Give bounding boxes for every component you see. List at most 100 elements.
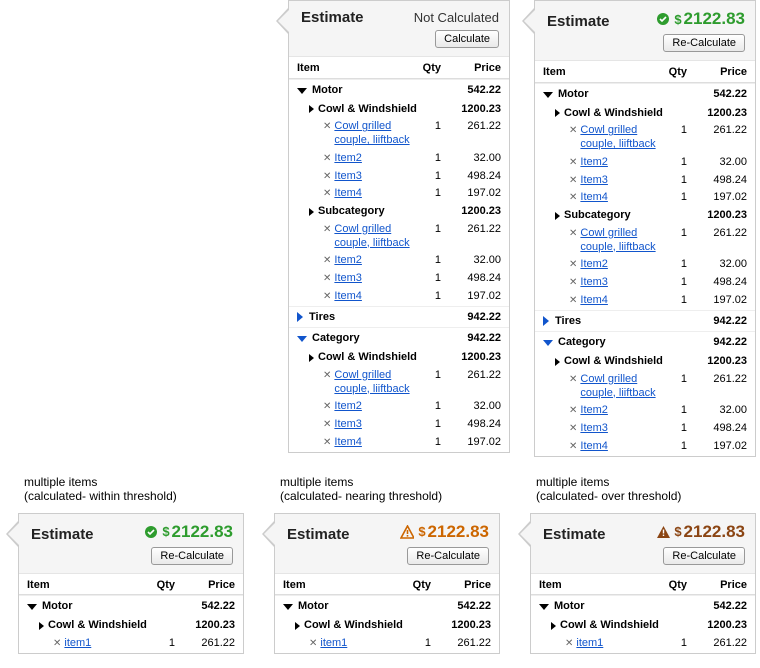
remove-item-icon[interactable]: ✕ [565, 637, 573, 650]
recalculate-button[interactable]: Re-Calculate [663, 547, 745, 565]
remove-item-icon[interactable]: ✕ [53, 637, 61, 650]
category-row[interactable]: Motor542.22 [535, 83, 755, 105]
category-row[interactable]: Motor542.22 [275, 595, 499, 617]
item-link[interactable]: Cowl grilled couple, liiftback [580, 227, 663, 255]
item-link[interactable]: Item3 [334, 170, 362, 184]
item-link[interactable]: Item4 [580, 294, 608, 308]
currency-symbol: $ [418, 524, 425, 539]
item-qty: 1 [663, 156, 693, 170]
item-link[interactable]: Item3 [334, 418, 362, 432]
remove-item-icon[interactable]: ✕ [323, 254, 331, 267]
remove-item-icon[interactable]: ✕ [323, 170, 331, 183]
recalculate-button[interactable]: Re-Calculate [407, 547, 489, 565]
remove-item-icon[interactable]: ✕ [323, 290, 331, 303]
calculate-button[interactable]: Calculate [435, 30, 499, 48]
subcategory-row[interactable]: Cowl & Windshield1200.23 [531, 617, 755, 635]
col-item: Item [297, 62, 417, 76]
category-price: 542.22 [693, 88, 747, 102]
chevron-icon [539, 604, 549, 610]
remove-item-icon[interactable]: ✕ [323, 400, 331, 413]
item-link[interactable]: Item3 [580, 276, 608, 290]
remove-item-icon[interactable]: ✕ [569, 156, 577, 169]
item-qty: 1 [417, 418, 447, 432]
remove-item-icon[interactable]: ✕ [569, 227, 577, 240]
item-link[interactable]: Item2 [334, 400, 362, 414]
item-link[interactable]: Item4 [334, 436, 362, 450]
subcategory-row[interactable]: Subcategory1200.23 [535, 207, 755, 225]
remove-item-icon[interactable]: ✕ [309, 637, 317, 650]
subcategory-row[interactable]: Cowl & Windshield1200.23 [19, 617, 243, 635]
category-row[interactable]: Tires942.22 [535, 310, 755, 332]
category-row[interactable]: Motor542.22 [531, 595, 755, 617]
item-link[interactable]: Item4 [334, 290, 362, 304]
estimate-status: Not Calculated [414, 10, 499, 25]
item-price: 261.22 [693, 637, 747, 651]
estimate-label: Estimate [301, 9, 364, 26]
item-qty: 1 [663, 276, 693, 290]
estimate-value: 2122.83 [172, 522, 233, 542]
item-qty: 1 [663, 404, 693, 418]
item-link[interactable]: item1 [320, 637, 347, 651]
item-link[interactable]: Item2 [580, 156, 608, 170]
subcategory-price: 1200.23 [447, 103, 501, 117]
remove-item-icon[interactable]: ✕ [569, 276, 577, 289]
table-header: ItemQtyPrice [275, 577, 499, 596]
recalculate-button[interactable]: Re-Calculate [151, 547, 233, 565]
item-link[interactable]: Item2 [580, 404, 608, 418]
warning-solid-icon [656, 525, 670, 539]
subcategory-row[interactable]: Cowl & Windshield1200.23 [275, 617, 499, 635]
remove-item-icon[interactable]: ✕ [323, 369, 331, 382]
remove-item-icon[interactable]: ✕ [323, 223, 331, 236]
line-item-row: ✕Cowl grilled couple, liiftback1261.22 [535, 371, 755, 403]
remove-item-icon[interactable]: ✕ [569, 294, 577, 307]
item-link[interactable]: Item4 [580, 440, 608, 454]
remove-item-icon[interactable]: ✕ [569, 191, 577, 204]
item-link[interactable]: Item4 [334, 187, 362, 201]
item-link[interactable]: item1 [64, 637, 91, 651]
remove-item-icon[interactable]: ✕ [323, 272, 331, 285]
item-link[interactable]: Cowl grilled couple, liiftback [334, 369, 417, 397]
category-row[interactable]: Category942.22 [289, 327, 509, 349]
remove-item-icon[interactable]: ✕ [569, 258, 577, 271]
remove-item-icon[interactable]: ✕ [323, 436, 331, 449]
subcategory-row[interactable]: Cowl & Windshield1200.23 [289, 101, 509, 119]
item-link[interactable]: Cowl grilled couple, liiftback [580, 124, 663, 152]
item-link[interactable]: Cowl grilled couple, liiftback [580, 373, 663, 401]
item-link[interactable]: Item3 [580, 174, 608, 188]
subcategory-row[interactable]: Cowl & Windshield1200.23 [289, 349, 509, 367]
remove-item-icon[interactable]: ✕ [569, 174, 577, 187]
remove-item-icon[interactable]: ✕ [569, 373, 577, 386]
item-link[interactable]: Item2 [334, 152, 362, 166]
line-item-row: ✕Cowl grilled couple, liiftback1261.22 [289, 118, 509, 150]
remove-item-icon[interactable]: ✕ [323, 418, 331, 431]
item-link[interactable]: Item3 [334, 272, 362, 286]
category-row[interactable]: Motor542.22 [19, 595, 243, 617]
estimate-panel-within-threshold: Estimate $ 2122.83 Re-Calculate ItemQtyP… [18, 513, 244, 654]
estimate-header: Estimate $ 2122.83 Re-Calculate [535, 1, 755, 61]
item-price: 498.24 [693, 422, 747, 436]
category-row[interactable]: Category942.22 [535, 331, 755, 353]
remove-item-icon[interactable]: ✕ [323, 120, 331, 133]
estimate-value: 2122.83 [684, 9, 745, 29]
subcategory-row[interactable]: Cowl & Windshield1200.23 [535, 105, 755, 123]
category-price: 542.22 [693, 600, 747, 614]
item-link[interactable]: Item2 [580, 258, 608, 272]
item-link[interactable]: Cowl grilled couple, liiftback [334, 120, 417, 148]
subcategory-price: 1200.23 [693, 209, 747, 223]
category-row[interactable]: Motor542.22 [289, 79, 509, 101]
category-row[interactable]: Tires942.22 [289, 306, 509, 328]
item-link[interactable]: Cowl grilled couple, liiftback [334, 223, 417, 251]
item-link[interactable]: Item3 [580, 422, 608, 436]
remove-item-icon[interactable]: ✕ [323, 187, 331, 200]
item-link[interactable]: Item2 [334, 254, 362, 268]
subcategory-row[interactable]: Subcategory1200.23 [289, 203, 509, 221]
item-link[interactable]: Item4 [580, 191, 608, 205]
remove-item-icon[interactable]: ✕ [569, 422, 577, 435]
remove-item-icon[interactable]: ✕ [323, 152, 331, 165]
recalculate-button[interactable]: Re-Calculate [663, 34, 745, 52]
remove-item-icon[interactable]: ✕ [569, 440, 577, 453]
subcategory-row[interactable]: Cowl & Windshield1200.23 [535, 353, 755, 371]
remove-item-icon[interactable]: ✕ [569, 404, 577, 417]
item-link[interactable]: item1 [576, 637, 603, 651]
remove-item-icon[interactable]: ✕ [569, 124, 577, 137]
